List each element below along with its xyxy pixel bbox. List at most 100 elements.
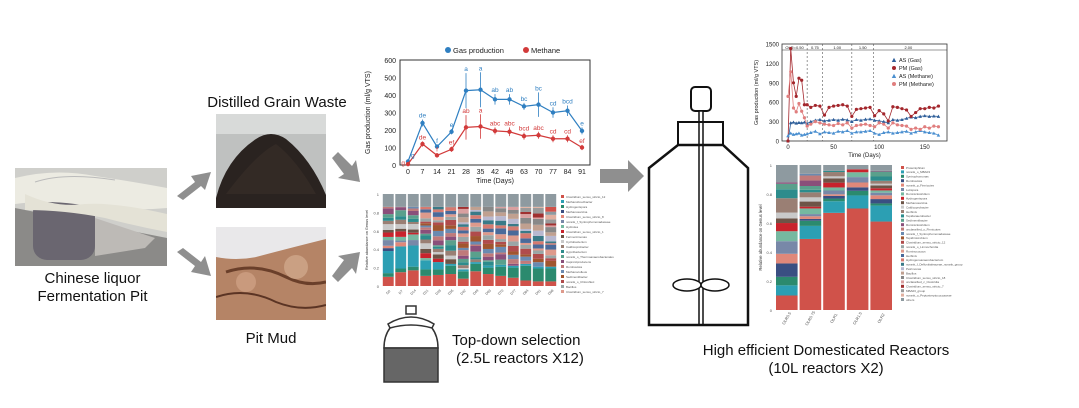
data-point	[789, 70, 793, 74]
bar-segment	[382, 229, 394, 233]
data-point	[872, 118, 877, 122]
data-point	[909, 131, 913, 135]
data-point	[831, 123, 836, 128]
significance-letter: cd	[564, 128, 571, 135]
data-point	[799, 133, 804, 137]
bar-segment	[445, 225, 457, 229]
data-point	[805, 103, 809, 107]
data-point	[886, 130, 891, 134]
bar-segment	[445, 219, 457, 226]
y-tick-label: 0.6	[373, 229, 379, 234]
bar-segment	[846, 169, 869, 173]
data-point	[927, 130, 932, 134]
y-tick-label: 100	[384, 146, 396, 153]
legend-swatch	[901, 218, 904, 222]
data-point	[536, 102, 541, 107]
data-point	[818, 104, 822, 108]
data-point	[936, 133, 941, 137]
legend-marker	[892, 82, 896, 86]
significance-letter: g	[401, 160, 405, 167]
bar-segment-others	[445, 194, 457, 207]
data-point	[791, 132, 796, 136]
bar-segment	[432, 258, 444, 263]
legend-swatch	[901, 293, 904, 297]
bar-segment	[495, 206, 507, 209]
bar-segment	[532, 224, 544, 231]
significance-letter: abc	[490, 120, 501, 127]
bar-segment	[846, 177, 869, 183]
bar-segment	[470, 218, 482, 223]
legend-label: norank_f_Syntrophomonadaceae	[566, 220, 611, 224]
bar-segment	[870, 221, 892, 310]
legend-swatch	[901, 179, 904, 183]
data-point	[922, 113, 927, 118]
legend-label: Methanosarcina	[566, 210, 588, 214]
bar-segment	[870, 171, 892, 177]
data-point	[789, 46, 793, 51]
y-tick-label: 0.4	[766, 250, 772, 255]
bar-segment	[445, 233, 457, 237]
legend-label: Caldicoprobacter	[566, 245, 589, 249]
data-point	[449, 129, 454, 134]
bar-segment	[382, 206, 394, 209]
bar-segment	[482, 256, 494, 261]
bar-segment	[407, 232, 419, 235]
bar-segment	[799, 218, 822, 221]
bar-segment-others	[432, 194, 444, 207]
data-point	[802, 116, 807, 120]
data-point	[873, 114, 877, 118]
data-point	[882, 112, 886, 116]
bar-segment-others	[870, 165, 892, 171]
bar-segment	[846, 208, 869, 310]
data-point	[521, 104, 527, 109]
bar-segment	[545, 268, 557, 282]
data-point	[918, 107, 922, 111]
data-point	[420, 120, 425, 126]
bar-segment	[470, 211, 482, 216]
bar-segment	[776, 276, 798, 286]
legend-swatch	[561, 270, 564, 273]
y-tick-label: 0.2	[373, 266, 379, 271]
legend-label: Cyclobacterium	[566, 240, 587, 244]
data-point	[863, 117, 868, 121]
legend-label: Bacillus	[906, 271, 917, 275]
bar-segment	[545, 223, 557, 226]
legend-label: Caproiciproducens	[566, 260, 592, 264]
data-point	[794, 132, 799, 136]
bar-segment	[532, 235, 544, 242]
bar-segment	[445, 207, 457, 211]
bar-segment	[507, 213, 519, 219]
bar-segment	[407, 266, 419, 271]
bar-segment	[407, 270, 419, 286]
bar-segment	[407, 223, 419, 230]
legend-swatch	[561, 195, 564, 198]
data-point	[434, 153, 440, 158]
pit-mud-photo	[216, 227, 326, 320]
bar-segment	[457, 258, 469, 263]
genus-abundance-chart-olr: 0 0.2 0.4 0.6 0.8 1 Relative abundance on Genu…	[758, 163, 963, 326]
data-point	[550, 110, 556, 115]
bar-segment	[407, 234, 419, 241]
bar-segment	[799, 238, 822, 310]
data-point	[932, 114, 936, 118]
bar-segment	[432, 222, 444, 226]
legend-label: Clostridium_sensu_stricto_8	[566, 215, 604, 219]
legend-label: Syntrophomonas	[906, 175, 929, 179]
data-point	[877, 109, 881, 113]
bar-segment	[507, 230, 519, 236]
data-point	[873, 125, 877, 129]
top-down-line1: Top-down selection	[452, 332, 581, 349]
bar-segment	[382, 240, 394, 246]
data-point	[877, 121, 881, 125]
grain-label: Distilled Grain Waste	[207, 94, 347, 111]
legend-label: norank_o_Limnochordia	[906, 245, 939, 249]
legend-swatch	[901, 284, 904, 288]
bar-segment	[445, 236, 457, 241]
data-point	[845, 104, 849, 108]
x-tick-label: 14	[433, 169, 441, 176]
bar-segment	[457, 265, 469, 269]
data-point	[794, 110, 798, 114]
bar-segment	[520, 238, 532, 243]
bar-segment	[432, 206, 444, 210]
significance-letter: de	[419, 134, 427, 141]
